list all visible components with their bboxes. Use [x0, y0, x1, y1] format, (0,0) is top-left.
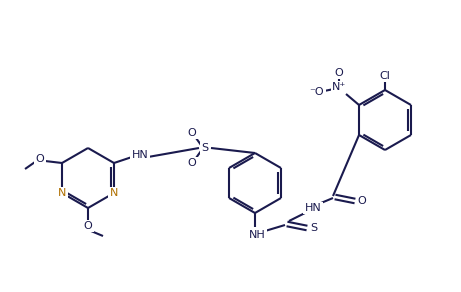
Text: N: N	[110, 188, 118, 198]
Text: O: O	[35, 154, 44, 164]
Text: NH: NH	[248, 230, 266, 240]
Text: N: N	[58, 188, 66, 198]
Text: S: S	[201, 143, 208, 153]
Text: O: O	[335, 68, 343, 78]
Text: HN: HN	[305, 203, 321, 213]
Text: N⁺: N⁺	[332, 82, 346, 92]
Text: Cl: Cl	[379, 71, 390, 81]
Text: O: O	[83, 221, 92, 231]
Text: HN: HN	[131, 150, 148, 160]
Text: O: O	[358, 196, 366, 206]
Text: ⁻O: ⁻O	[310, 87, 325, 97]
Text: S: S	[310, 223, 318, 233]
Text: O: O	[188, 158, 196, 168]
Text: O: O	[188, 128, 196, 138]
